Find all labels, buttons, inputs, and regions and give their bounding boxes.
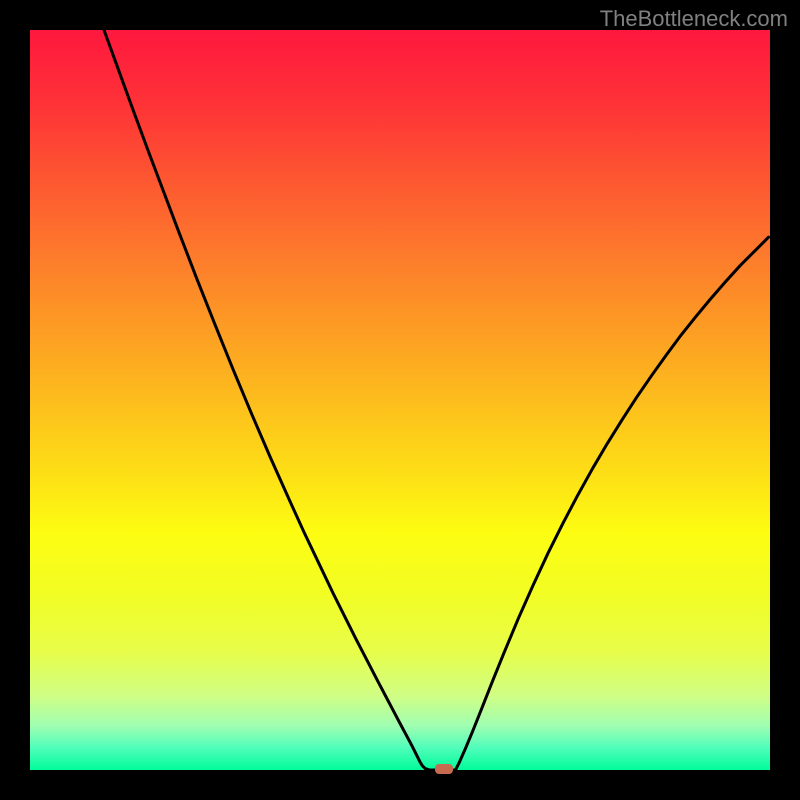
gradient-background (30, 30, 770, 770)
watermark-text: TheBottleneck.com (600, 6, 788, 32)
minimum-marker (435, 764, 453, 774)
plot-area (30, 30, 770, 770)
chart-container: TheBottleneck.com (0, 0, 800, 800)
